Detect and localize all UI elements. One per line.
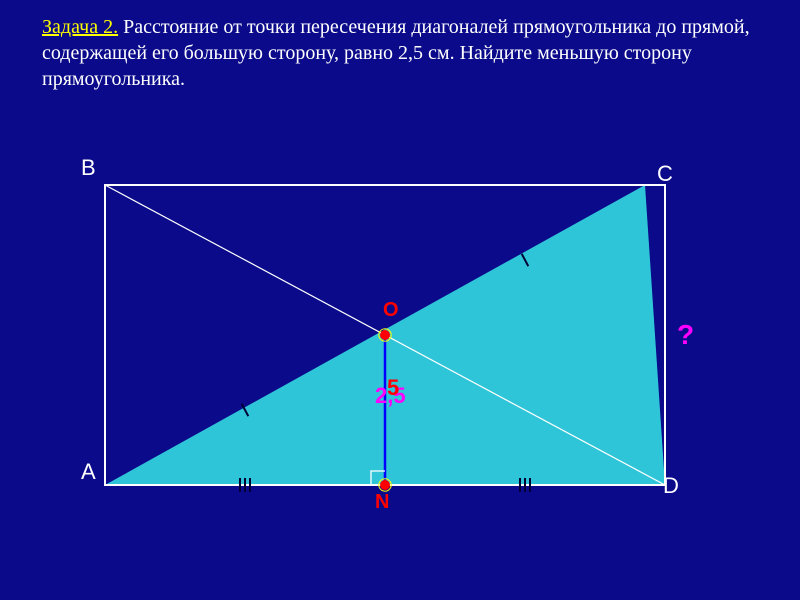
vertex-label-a: A xyxy=(81,459,96,485)
center-label-o: O xyxy=(383,299,399,322)
problem-body: Расстояние от точки пересечения диагонал… xyxy=(42,16,750,90)
diagram: A B C D O N 2,5 5 ? xyxy=(85,165,705,545)
overlay-five-label: 5 xyxy=(387,375,399,401)
foot-label-n: N xyxy=(375,491,389,514)
geometry-svg xyxy=(85,165,705,545)
vertex-label-d: D xyxy=(663,473,679,499)
question-mark: ? xyxy=(677,319,694,351)
vertex-label-c: C xyxy=(657,161,673,187)
problem-text: Задача 2. Расстояние от точки пересечени… xyxy=(42,14,750,92)
vertex-label-b: B xyxy=(81,155,96,181)
problem-label: Задача 2. xyxy=(42,16,118,38)
